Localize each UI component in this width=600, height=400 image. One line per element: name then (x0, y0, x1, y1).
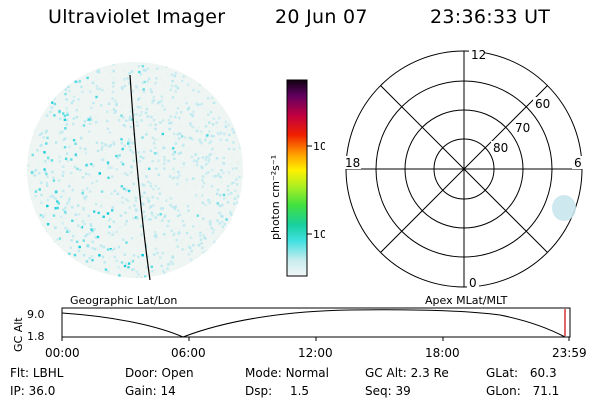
altitude-xtick-2359: 23:59 (552, 346, 587, 360)
colorbar-tick-100: 100 (313, 140, 325, 153)
seq-value: 39 (395, 384, 411, 398)
colorbar: 100 10 photon cm⁻²s⁻¹ (269, 79, 325, 277)
altitude-ytick-1.8: 1.8 (27, 330, 45, 343)
colorbar-unit-label: photon cm⁻²s⁻¹ (269, 155, 282, 240)
mode-label: Mode: (245, 366, 282, 380)
polar-panel-label: Apex MLat/MLT (425, 294, 508, 307)
mlt-label-0: 0 (469, 276, 477, 290)
status-gain: Gain: 14 (125, 384, 176, 398)
seq-label: Seq: (365, 384, 392, 398)
status-flt: Flt: LBHL (10, 366, 63, 380)
altitude-plot: GC Alt 9.0 1.8 00:00 06:00 12:00 18:00 2… (12, 307, 587, 360)
terminator-line (129, 74, 151, 281)
altitude-xtick-0000: 00:00 (45, 346, 80, 360)
altitude-xtick-1200: 12:00 (298, 346, 333, 360)
polar-emission-blob (552, 195, 576, 221)
gain-label: Gain: (125, 384, 157, 398)
time-readout: 23:36:33 UT (430, 6, 551, 28)
status-door: Door: Open (125, 366, 194, 380)
status-mode: Mode: Normal (245, 366, 329, 380)
altitude-ylabel: GC Alt (12, 317, 25, 352)
geographic-image (27, 62, 243, 281)
glat-value: 60.3 (529, 366, 557, 380)
glon-label: GLon: (486, 384, 521, 398)
altitude-xtick-1800: 18:00 (425, 346, 460, 360)
colorbar-tick-10: 10 (313, 228, 325, 241)
flt-value: LBHL (32, 366, 64, 380)
gcalt-label: GC Alt: (365, 366, 407, 380)
status-glat: GLat: 60.3 (486, 366, 557, 380)
altitude-curve (61, 309, 566, 338)
polar-mlt-plot: 12 18 6 0 60 70 80 (343, 48, 584, 290)
lat-label-60: 60 (535, 97, 550, 111)
gcalt-value: 2.3 Re (410, 366, 449, 380)
status-seq: Seq: 39 (365, 384, 411, 398)
date-readout: 20 Jun 07 (275, 6, 368, 28)
glat-label: GLat: (486, 366, 519, 380)
ip-label: IP: (10, 384, 25, 398)
dsp-label: Dsp: (245, 384, 273, 398)
status-dsp: Dsp: 1.5 (245, 384, 309, 398)
mlt-label-18: 18 (345, 156, 360, 170)
altitude-frame (61, 307, 571, 338)
app-title: Ultraviolet Imager (48, 6, 226, 28)
altitude-xtick-0600: 06:00 (171, 346, 206, 360)
mlt-label-6: 6 (574, 156, 582, 170)
status-ip: IP: 36.0 (10, 384, 55, 398)
colorbar-scale (286, 79, 308, 277)
flt-label: Flt: (10, 366, 29, 380)
earth-disk (27, 62, 243, 278)
geo-panel-label: Geographic Lat/Lon (70, 294, 178, 307)
door-label: Door: (125, 366, 158, 380)
dsp-value: 1.5 (289, 384, 310, 398)
gain-value: 14 (160, 384, 176, 398)
mlt-label-12: 12 (471, 48, 486, 62)
lat-label-70: 70 (515, 121, 530, 135)
lat-label-80: 80 (493, 141, 508, 155)
status-gcalt: GC Alt: 2.3 Re (365, 366, 449, 380)
mode-value: Normal (285, 366, 329, 380)
glon-value: 71.1 (532, 384, 560, 398)
ip-value: 36.0 (28, 384, 56, 398)
altitude-ytick-9: 9.0 (27, 308, 45, 321)
door-value: Open (161, 366, 194, 380)
status-glon: GLon: 71.1 (486, 384, 559, 398)
